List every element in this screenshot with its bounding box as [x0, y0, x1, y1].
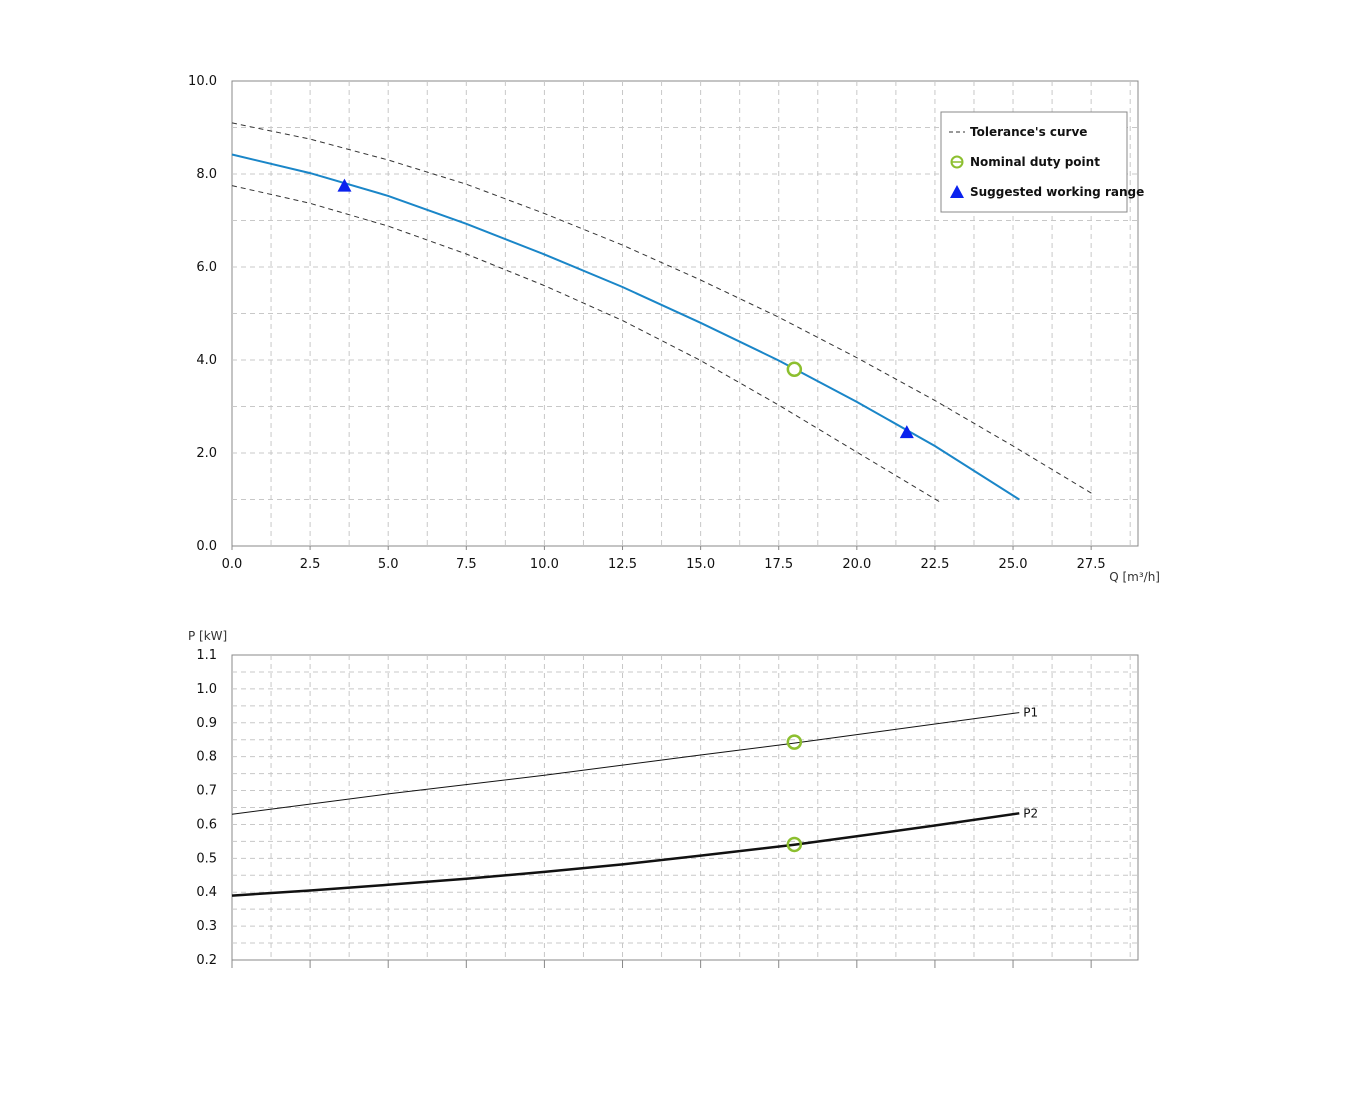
top-x-tick-label: 27.5	[1077, 557, 1106, 572]
bottom-y-tick-label: 0.3	[196, 919, 217, 934]
power-duty-point-marker	[786, 836, 803, 853]
power-duty-point-marker	[786, 734, 803, 750]
power-curve-chart: 0.2 0.3 0.4 0.5 0.6 0.7 0.8 0.9 1.0 1.1 P1 P2 P [k…	[188, 629, 1139, 968]
working-range-marker	[337, 178, 352, 192]
p1-curve	[231, 712, 1020, 815]
bottom-y-tick-label: 0.7	[196, 784, 217, 799]
top-y-tick-label: 10.0	[188, 74, 217, 89]
bottom-y-tick-label: 0.2	[196, 953, 217, 968]
bottom-y-tick-label: 0.4	[196, 885, 217, 900]
bottom-y-tick-label: 0.8	[196, 750, 217, 765]
top-series	[231, 122, 1095, 503]
top-x-tick-label: 5.0	[378, 557, 399, 572]
top-x-tick-label: 17.5	[764, 557, 793, 572]
top-y-tick-label: 2.0	[196, 446, 217, 461]
working-range-marker	[899, 425, 914, 439]
bottom-y-tick-label: 1.1	[196, 648, 217, 663]
top-y-ticks: 0.0 2.0 4.0 6.0 8.0 10.0	[188, 74, 217, 554]
bottom-y-tick-label: 1.0	[196, 682, 217, 697]
legend-circle-icon	[950, 155, 964, 169]
head-curve-chart: 0.0 2.0 4.0 6.0 8.0 10.0 0.0 2.5 5.0 7.5 10.0 12.5…	[188, 74, 1160, 584]
legend-triangle-icon	[950, 185, 964, 198]
bottom-y-tick-label: 0.9	[196, 716, 217, 731]
legend: Tolerance's curve Nominal duty point Sug…	[940, 111, 1144, 213]
head-curve-line	[231, 153, 1020, 501]
p1-label: P1	[1023, 706, 1038, 720]
bottom-y-tick-label: 0.5	[196, 851, 217, 866]
bottom-markers	[786, 734, 803, 853]
top-x-tick-label: 25.0	[999, 557, 1028, 572]
bottom-gridlines	[232, 655, 1138, 960]
top-x-tick-label: 2.5	[300, 557, 321, 572]
legend-range-label: Suggested working range	[970, 185, 1144, 199]
top-x-tick-label: 10.0	[530, 557, 559, 572]
top-y-tick-label: 0.0	[196, 539, 217, 554]
top-gridlines	[232, 81, 1138, 546]
top-y-tick-label: 8.0	[196, 167, 217, 182]
top-markers	[337, 178, 914, 439]
x-axis-title: Q [m³/h]	[1109, 570, 1160, 584]
bottom-y-tick-label: 0.6	[196, 817, 217, 832]
bottom-series: P1 P2	[231, 706, 1038, 897]
top-x-tick-label: 0.0	[222, 557, 243, 572]
legend-box	[940, 111, 1128, 213]
p2-label: P2	[1023, 806, 1038, 820]
top-x-tick-label: 15.0	[686, 557, 715, 572]
top-x-tick-label: 20.0	[842, 557, 871, 572]
bottom-x-ticks	[231, 960, 1092, 968]
top-x-tick-label: 22.5	[920, 557, 949, 572]
top-x-tick-label: 12.5	[608, 557, 637, 572]
top-y-tick-label: 6.0	[196, 260, 217, 275]
duty-point-marker	[786, 361, 803, 378]
y-axis-title: P [kW]	[188, 629, 227, 643]
top-y-tick-label: 4.0	[196, 353, 217, 368]
p2-curve	[231, 812, 1020, 897]
tolerance-lower-line	[231, 185, 940, 503]
top-x-ticks: 0.0 2.5 5.0 7.5 10.0 12.5 15.0 17.5 20.0 22.5 25.0…	[222, 546, 1106, 572]
legend-tolerance-label: Tolerance's curve	[970, 125, 1087, 139]
legend-duty-label: Nominal duty point	[970, 155, 1100, 169]
top-x-tick-label: 7.5	[456, 557, 477, 572]
tolerance-upper-line	[231, 122, 1095, 496]
bottom-y-ticks: 0.2 0.3 0.4 0.5 0.6 0.7 0.8 0.9 1.0 1.1	[196, 648, 217, 968]
